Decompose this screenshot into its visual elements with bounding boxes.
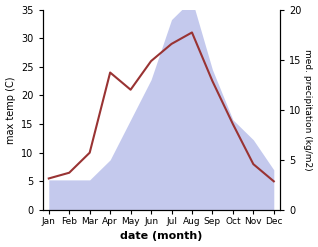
Y-axis label: med. precipitation (kg/m2): med. precipitation (kg/m2) [303,49,313,171]
Y-axis label: max temp (C): max temp (C) [5,76,16,144]
X-axis label: date (month): date (month) [120,231,203,242]
